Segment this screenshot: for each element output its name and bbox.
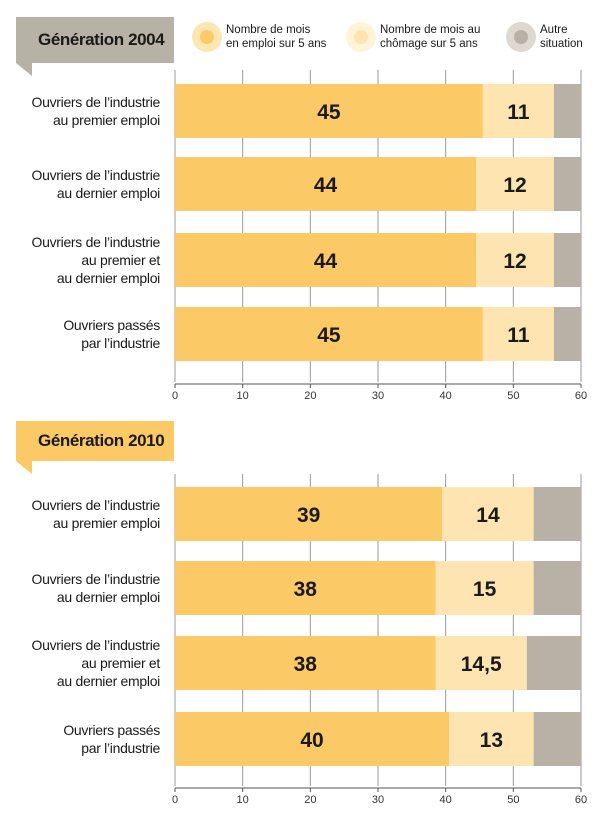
data-label-0-0-chomage: 11 [507, 101, 530, 124]
bar-1-2-autre [526, 636, 581, 690]
data-label-0-0-emploi: 45 [317, 101, 341, 124]
category-label-1-1: Ouvriers de l’industrie au dernier emploi [32, 570, 161, 606]
bar-0-3-autre [553, 307, 581, 361]
category-label-1-2: Ouvriers de l’industrie au premier et au d… [32, 636, 161, 690]
category-label-line: au dernier emploi [56, 673, 160, 689]
legend-swatch-emploi [192, 22, 222, 52]
category-label-0-0: Ouvriers de l’industrie au premier emploi [32, 93, 161, 129]
x-tick-label-0-20: 20 [304, 390, 316, 402]
legend-label-autre-line2: situation [540, 38, 583, 50]
data-label-1-1-emploi: 38 [294, 578, 318, 601]
category-label-line: au dernier emploi [56, 270, 160, 286]
data-label-1-2-chomage: 14,5 [461, 653, 502, 676]
x-tick-label-1-10: 10 [237, 794, 249, 806]
data-label-0-1-emploi: 44 [314, 174, 338, 197]
category-label-line: Ouvriers passés [63, 722, 160, 738]
category-label-1-0: Ouvriers de l’industrie au premier emploi [32, 496, 161, 532]
bar-1-0-chomage [442, 487, 534, 541]
category-label-line: au premier emploi [53, 515, 160, 531]
category-label-line: Ouvriers de l’industrie [31, 167, 161, 183]
x-tick-label-1-20: 20 [304, 794, 316, 806]
category-label-line: Ouvriers de l’industrie [31, 637, 161, 653]
category-label-1-3: Ouvriers passés par l’industrie [63, 721, 160, 757]
data-label-0-1-chomage: 12 [503, 174, 526, 197]
chart-title-2010: Génération 2010 [16, 421, 174, 474]
legend-swatch-autre [506, 22, 536, 52]
bar-1-1-emploi [175, 561, 436, 615]
legend-label-emploi-line1: Nombre de mois [226, 24, 311, 36]
legend-item-chomage: Nombre de mois au chômage sur 5 ans [346, 22, 480, 52]
bar-0-2-emploi [175, 233, 477, 287]
bar-1-1-autre [533, 561, 581, 615]
x-tick-label-0-50: 50 [507, 390, 519, 402]
bar-0-0-autre [553, 84, 581, 138]
bar-1-2-emploi [175, 636, 436, 690]
category-label-0-1: Ouvriers de l’industrie au dernier emploi [32, 166, 161, 202]
x-tick-label-1-50: 50 [507, 794, 519, 806]
bar-0-2-autre [553, 233, 581, 287]
bar-1-0-emploi [175, 487, 443, 541]
category-label-line: Ouvriers de l’industrie [31, 571, 161, 587]
category-label-line: Ouvriers de l’industrie [31, 94, 161, 110]
bar-0-1-autre [553, 157, 581, 211]
data-label-1-0-chomage: 14 [476, 504, 500, 527]
bar-0-3-emploi [175, 307, 483, 361]
data-label-0-3-chomage: 11 [507, 324, 530, 347]
category-label-line: au premier et [81, 655, 160, 671]
chart-title-2004: Génération 2004 [16, 17, 174, 76]
x-tick-label-1-30: 30 [372, 794, 384, 806]
legend-swatch-chomage [346, 22, 376, 52]
category-label-line: par l’industrie [81, 740, 160, 756]
legend-label-chomage-line1: Nombre de mois au [380, 24, 481, 36]
bar-1-1-chomage [435, 561, 534, 615]
category-label-line: au dernier emploi [56, 589, 160, 605]
bar-0-0-chomage [482, 84, 554, 138]
category-label-line: Ouvriers passés [63, 317, 160, 333]
data-label-1-2-emploi: 38 [294, 653, 318, 676]
x-tick-label-1-0: 0 [172, 794, 178, 806]
bar-0-1-emploi [175, 157, 477, 211]
data-label-0-3-emploi: 45 [317, 324, 341, 347]
bar-0-1-chomage [476, 157, 554, 211]
data-label-1-1-chomage: 15 [473, 578, 497, 601]
legend-item-autre: Autre situation [506, 22, 583, 52]
category-label-0-2: Ouvriers de l’industrie au premier et au d… [32, 233, 161, 287]
legend-label-autre-line1: Autre [540, 24, 568, 36]
legend-label-chomage-line2: chômage sur 5 ans [380, 38, 478, 50]
bar-0-3-chomage [482, 307, 554, 361]
x-tick-label-0-0: 0 [172, 390, 178, 402]
data-label-1-3-emploi: 40 [300, 729, 323, 752]
category-label-line: Ouvriers de l’industrie [31, 234, 161, 250]
legend-label-emploi-line2: en emploi sur 5 ans [226, 38, 327, 50]
bar-1-0-autre [533, 487, 581, 541]
bar-1-2-chomage [435, 636, 527, 690]
category-label-line: au premier emploi [53, 112, 160, 128]
data-label-1-3-chomage: 13 [480, 729, 503, 752]
x-tick-label-0-60: 60 [575, 390, 587, 402]
bar-1-3-emploi [175, 712, 450, 766]
x-tick-label-1-60: 60 [575, 794, 587, 806]
data-label-0-2-chomage: 12 [503, 250, 526, 273]
bar-1-3-chomage [449, 712, 534, 766]
category-label-line: Ouvriers de l’industrie [31, 497, 161, 513]
bar-0-2-chomage [476, 233, 554, 287]
x-tick-label-0-10: 10 [237, 390, 249, 402]
data-label-1-0-emploi: 39 [297, 504, 320, 527]
bar-1-3-autre [533, 712, 581, 766]
category-label-0-3: Ouvriers passés par l’industrie [63, 316, 160, 352]
category-label-line: au dernier emploi [56, 185, 160, 201]
category-label-line: au premier et [81, 252, 160, 268]
legend-item-emploi: Nombre de mois en emploi sur 5 ans [192, 22, 326, 52]
bar-0-0-emploi [175, 84, 483, 138]
x-tick-label-1-40: 40 [440, 794, 452, 806]
category-label-line: par l’industrie [81, 335, 160, 351]
data-label-0-2-emploi: 44 [314, 250, 338, 273]
x-tick-label-0-30: 30 [372, 390, 384, 402]
x-tick-label-0-40: 40 [440, 390, 452, 402]
